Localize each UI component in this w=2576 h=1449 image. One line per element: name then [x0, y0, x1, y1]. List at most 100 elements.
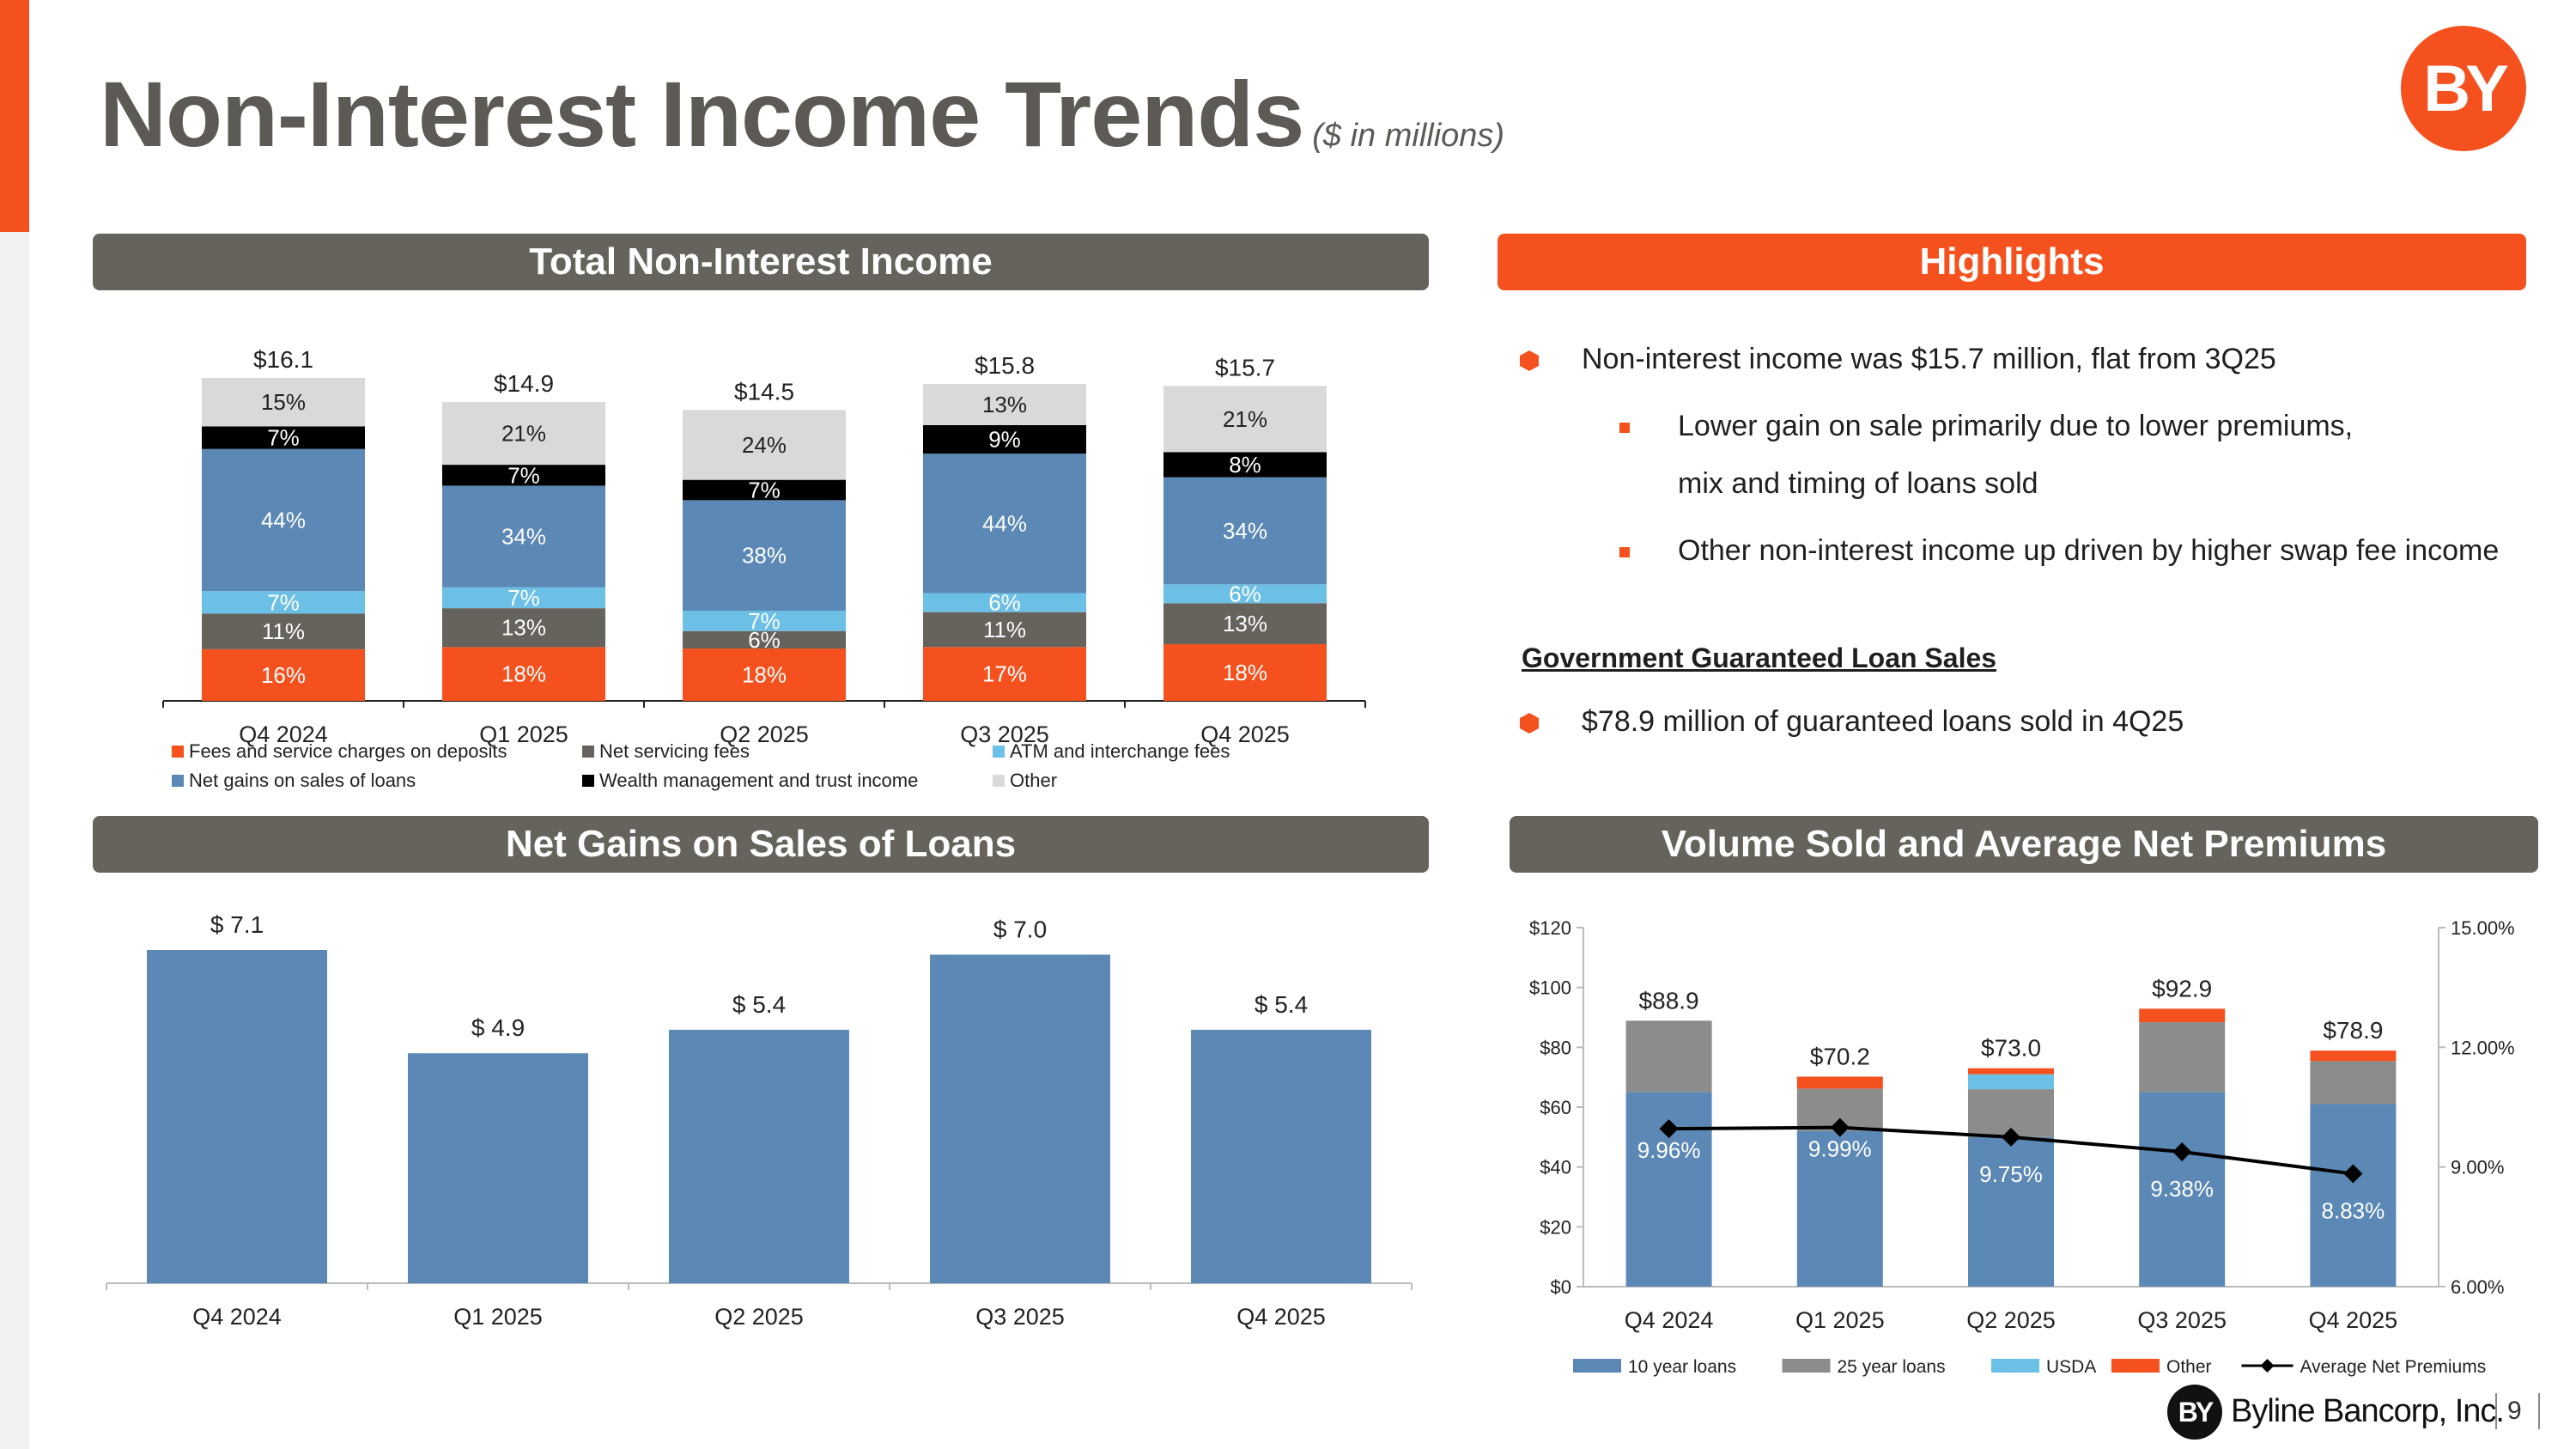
x-tick-label: Q4 2025: [1200, 721, 1290, 747]
bar: [1191, 1029, 1371, 1283]
bar-total-label: $73.0: [1981, 1035, 2041, 1062]
gov-loan-heading: Government Guaranteed Loan Sales: [1522, 642, 1997, 673]
legend-entry: Other: [2166, 1357, 2212, 1377]
bar-segment: [683, 648, 846, 701]
premium-point: [1659, 1119, 1679, 1139]
legend-swatch: [993, 775, 1005, 787]
segment-label: 24%: [742, 432, 787, 458]
legend-entry: 10 year loans: [1628, 1357, 1736, 1377]
bar-segment: [1796, 1076, 1883, 1089]
premium-label: 9.38%: [2150, 1176, 2214, 1202]
segment-label: 7%: [507, 462, 540, 488]
bar-segment: [2139, 1092, 2226, 1287]
bar-segment: [2310, 1061, 2397, 1105]
segment-label: 6%: [748, 627, 781, 653]
x-tick-label: Q3 2025: [960, 721, 1049, 747]
bar-segment: [1163, 584, 1327, 604]
legend-swatch: [1782, 1359, 1831, 1373]
segment-label: 6%: [1229, 581, 1261, 606]
bar-value-label: $ 7.0: [993, 916, 1047, 942]
highlight-sub-2: Other non-interest income up driven by h…: [1678, 534, 2500, 567]
segment-label: 44%: [982, 510, 1027, 536]
bar: [147, 950, 327, 1283]
premium-label: 8.83%: [2322, 1198, 2385, 1224]
bar-segment: [442, 465, 605, 486]
volume-chart: $0 $20 $40 $60 $80 $100 $120 6.00% 9.00% 12.00% 15…: [1529, 917, 2515, 1377]
legend-swatch: [172, 775, 184, 787]
legend-swatch: [993, 746, 1005, 758]
segment-label: 18%: [501, 661, 546, 687]
gains-header: Net Gains on Sales of Loans: [93, 816, 1429, 873]
premium-point: [1830, 1117, 1850, 1137]
segment-label: 21%: [1223, 406, 1267, 432]
bar-segment: [202, 591, 365, 614]
x-tick-label: Q3 2025: [2137, 1307, 2227, 1333]
segment-label: 18%: [1223, 660, 1267, 685]
y-right-tick-label: 12.00%: [2451, 1037, 2515, 1058]
y-right-tick-label: 15.00%: [2451, 917, 2515, 939]
page-number: 9: [2507, 1397, 2522, 1425]
bar-segment: [2310, 1104, 2397, 1287]
x-tick-label: Q2 2025: [720, 721, 809, 747]
bar: [669, 1029, 849, 1283]
bar-total-label: $14.9: [494, 370, 554, 397]
bar-segment: [683, 410, 846, 480]
segment-label: 13%: [1223, 611, 1267, 636]
premium-label: 9.75%: [1979, 1161, 2043, 1187]
bar-value-label: $ 7.1: [210, 911, 264, 938]
legend-swatch: [1573, 1359, 1621, 1373]
legend-swatch: [2111, 1359, 2160, 1373]
x-tick-label: Q4 2024: [239, 721, 328, 747]
net-gains-chart: $ 7.1 Q4 2024 $ 4.9 Q1 2025 $ 5.4 Q2 2025 $ 7.…: [106, 911, 1413, 1330]
x-tick-label: Q4 2025: [1236, 1304, 1326, 1330]
x-tick-label: Q1 2025: [1795, 1307, 1885, 1333]
highlight-bullet-1: Non-interest income was $15.7 million, f…: [1582, 343, 2276, 375]
left-strip: [0, 232, 29, 1449]
bar-total-label: $78.9: [2323, 1017, 2383, 1044]
y-left-tick-label: $100: [1529, 977, 1571, 999]
segment-label: 34%: [1223, 518, 1267, 544]
bar-total-label: $14.5: [734, 378, 794, 405]
bar-segment: [1968, 1068, 2054, 1075]
legend-entry: Net servicing fees: [599, 740, 750, 762]
bar-segment: [1163, 477, 1327, 585]
bar-segment: [1163, 452, 1327, 478]
footer-divider: [2495, 1393, 2497, 1429]
volume-header: Volume Sold and Average Net Premiums: [1510, 816, 2538, 873]
page-title: Non-Interest Income Trends ($ in millions…: [100, 62, 1505, 166]
bar-segment: [1968, 1136, 2054, 1287]
bar-segment: [442, 485, 605, 588]
total-income-chart: 16% 11% 7% 44% 7% 15% $16.1 Q4 2024 18% 13% 7% 34% 7…: [162, 346, 1366, 791]
highlight-sub-1-line-2: mix and timing of loans sold: [1678, 467, 2038, 500]
bar-total-label: $16.1: [253, 346, 313, 373]
y-left-tick-label: $20: [1540, 1216, 1571, 1238]
bar-segment: [923, 384, 1086, 425]
highlight-sub-1-line-1: Lower gain on sale primarily due to lowe…: [1678, 410, 2354, 442]
bar-segment: [1625, 1020, 1712, 1093]
segment-label: 18%: [742, 662, 787, 688]
segment-label: 21%: [501, 421, 546, 447]
y-left-tick-label: $80: [1540, 1037, 1571, 1058]
bar-segment: [923, 647, 1086, 701]
legend-entry: USDA: [2046, 1357, 2096, 1377]
segment-label: 15%: [261, 389, 306, 415]
bar-segment: [683, 611, 846, 631]
premium-point: [2172, 1142, 2192, 1162]
bar-segment: [923, 593, 1086, 612]
y-left-tick-label: $60: [1540, 1097, 1571, 1118]
bar-total-label: $15.7: [1215, 354, 1275, 381]
bar-segment: [2139, 1008, 2226, 1023]
segment-label: 9%: [988, 427, 1021, 453]
x-tick-label: Q2 2025: [1966, 1307, 2056, 1333]
segment-label: 6%: [988, 590, 1021, 616]
legend-entry: Wealth management and trust income: [599, 770, 918, 791]
y-right-tick-label: 9.00%: [2451, 1157, 2504, 1178]
x-tick-label: Q3 2025: [975, 1304, 1065, 1330]
bar-segment: [2139, 1022, 2226, 1093]
y-right-tick-label: 6.00%: [2451, 1276, 2504, 1298]
legend-swatch: [582, 775, 594, 787]
segment-label: 44%: [261, 507, 306, 533]
bar-total-label: $92.9: [2152, 975, 2212, 1002]
bar-segment: [442, 608, 605, 648]
segment-label: 34%: [501, 524, 546, 550]
